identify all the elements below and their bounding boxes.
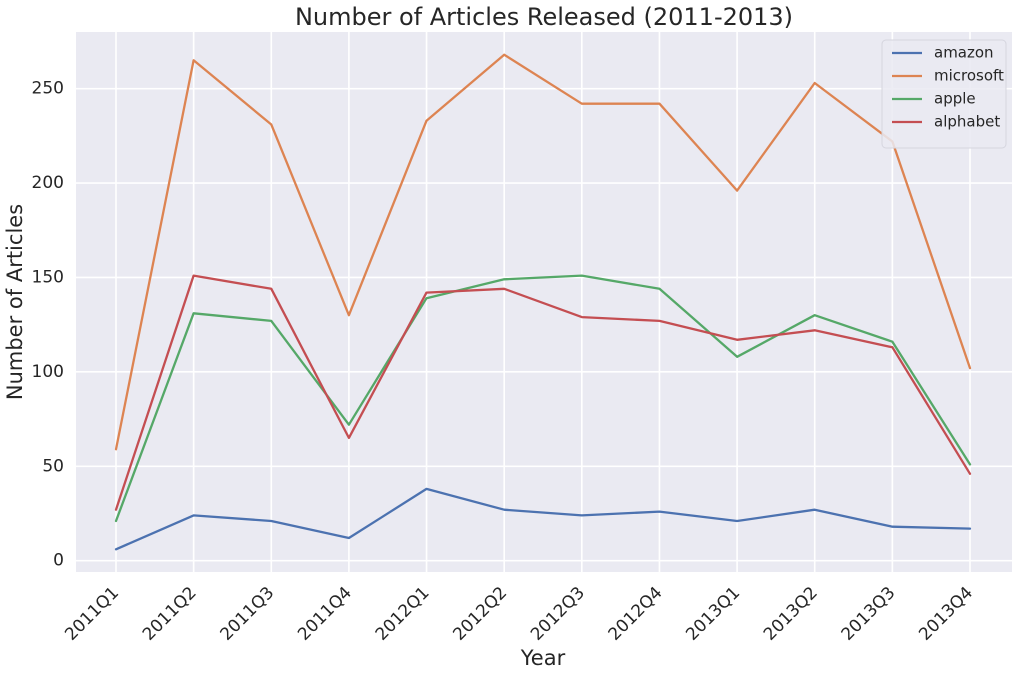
legend: amazon microsoft apple alphabet [881, 39, 1007, 149]
x-tick-label: 2013Q4 [915, 583, 977, 645]
legend-label-microsoft: microsoft [934, 67, 1004, 85]
x-tick-labels: 2011Q1 2011Q2 2011Q3 2011Q4 2012Q1 2012Q2 2012… [61, 583, 977, 645]
y-tick-label: 150 [32, 267, 64, 287]
plot-background [76, 32, 1012, 572]
x-tick-label: 2012Q4 [605, 583, 667, 645]
y-tick-label: 250 [32, 79, 64, 99]
x-tick-label: 2012Q1 [372, 583, 434, 645]
legend-label-apple: apple [934, 90, 976, 108]
x-tick-label: 2012Q3 [527, 583, 589, 645]
y-axis-title: Number of Articles [3, 204, 27, 400]
y-tick-label: 50 [42, 456, 64, 476]
series-line-alphabet [114, 274, 972, 511]
series-line-amazon [114, 487, 972, 551]
x-tick-label: 2013Q1 [682, 583, 744, 645]
legend-label-amazon: amazon [934, 44, 994, 62]
y-tick-label: 100 [32, 362, 64, 382]
x-tick-label: 2013Q3 [838, 583, 900, 645]
chart-title: Number of Articles Released (2011-2013) [295, 3, 793, 31]
y-tick-labels: 0 50 100 150 200 250 [32, 79, 64, 571]
x-tick-label: 2012Q2 [449, 583, 511, 645]
y-tick-label: 200 [32, 173, 64, 193]
series-line-apple [114, 274, 972, 523]
x-axis-title: Year [520, 646, 566, 670]
series-lines [114, 53, 972, 551]
x-tick-label: 2011Q3 [216, 583, 278, 645]
y-tick-label: 0 [53, 551, 64, 571]
x-tick-label: 2011Q2 [139, 583, 201, 645]
series-line-microsoft [114, 53, 972, 451]
x-tick-label: 2011Q1 [61, 583, 123, 645]
x-tick-label: 2011Q4 [294, 583, 356, 645]
legend-label-alphabet: alphabet [934, 113, 1000, 131]
x-tick-label: 2013Q2 [760, 583, 822, 645]
